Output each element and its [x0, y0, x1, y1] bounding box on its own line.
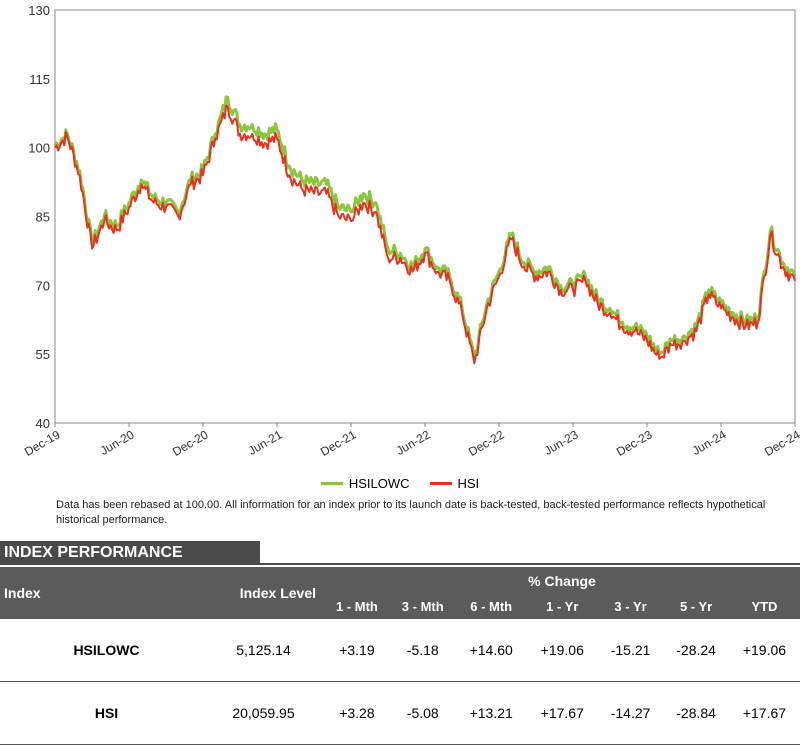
header-6-mth: 6 - Mth — [455, 594, 527, 619]
row-1-mth: +3.28 — [324, 681, 390, 745]
performance-table: Index Index Level % Change 1 - Mth 3 - M… — [0, 567, 800, 745]
row-index-level: 20,059.95 — [210, 681, 324, 745]
header-index: Index — [0, 567, 210, 619]
row-3-mth: -5.18 — [389, 619, 456, 682]
plot-area: 40 55 70 85 100 115 130 Dec-19 Jun-20 Dec-20 Jun-… — [22, 3, 800, 459]
table-row: HSI 20,059.95 +3.28 -5.08 +13.21 +17.67 … — [0, 681, 800, 745]
row-3-yr: -14.27 — [597, 681, 664, 745]
x-tick-label: Jun-21 — [246, 427, 285, 458]
row-index-name: HSI — [0, 681, 210, 745]
x-tick-label: Dec-22 — [466, 427, 507, 459]
x-tick-label: Dec-20 — [170, 427, 211, 459]
row-3-mth: -5.08 — [389, 681, 456, 745]
legend-item-hsilowc: HSILOWC — [320, 475, 410, 491]
x-tick-label: Dec-23 — [614, 427, 655, 459]
row-index-name: HSILOWC — [0, 619, 210, 682]
y-tick-label: 100 — [28, 141, 50, 156]
x-tick-label: Jun-23 — [542, 427, 581, 458]
section-divider — [0, 563, 800, 565]
row-3-yr: -15.21 — [597, 619, 664, 682]
legend-label-hsilowc: HSILOWC — [348, 475, 410, 491]
row-5-yr: -28.84 — [663, 681, 729, 745]
table-header-row: Index Index Level % Change — [0, 567, 800, 619]
row-6-mth: +14.60 — [455, 619, 527, 682]
row-ytd: +19.06 — [728, 619, 800, 682]
y-tick-label: 55 — [36, 347, 50, 362]
legend-swatch-hsilowc — [320, 481, 343, 485]
x-tick-label: Dec-19 — [22, 427, 63, 459]
y-tick-label: 70 — [36, 278, 50, 293]
header-ytd: YTD — [728, 594, 800, 619]
series-line-hsilowc — [53, 95, 797, 361]
row-5-yr: -28.24 — [663, 619, 729, 682]
row-index-level: 5,125.14 — [210, 619, 324, 682]
row-ytd: +17.67 — [728, 681, 800, 745]
rebase-note: Data has been rebased at 100.00. All inf… — [56, 499, 766, 526]
x-tick-label: Jun-22 — [394, 427, 433, 458]
series-line-hsi — [54, 104, 796, 365]
header-3-mth: 3 - Mth — [389, 594, 456, 619]
header-1-mth: 1 - Mth — [324, 594, 390, 619]
y-axis: 40 55 70 85 100 115 130 — [28, 3, 50, 431]
x-tick-label: Dec-21 — [318, 427, 359, 459]
row-1-yr: +17.67 — [526, 681, 598, 745]
row-1-yr: +19.06 — [526, 619, 598, 682]
line-chart: 40 55 70 85 100 115 130 Dec-19 Jun-20 Dec-20 Jun-… — [22, 3, 800, 459]
x-tick-label: Dec-24 — [762, 427, 800, 459]
series-layer — [53, 95, 797, 365]
header-3-yr: 3 - Yr — [597, 594, 664, 619]
y-tick-label: 115 — [29, 72, 50, 87]
x-axis: Dec-19 Jun-20 Dec-20 Jun-21 Dec-21 Jun-22 Dec-… — [22, 423, 800, 459]
table-row: HSILOWC 5,125.14 +3.19 -5.18 +14.60 +19.… — [0, 619, 800, 682]
y-tick-label: 40 — [36, 416, 50, 431]
legend-label-hsi: HSI — [457, 475, 480, 491]
row-1-mth: +3.19 — [324, 619, 390, 682]
header-index-level: Index Level — [210, 567, 324, 619]
table-subheader-row: 1 - Mth 3 - Mth 6 - Mth 1 - Yr 3 - Yr 5 … — [0, 594, 800, 619]
y-tick-label: 130 — [28, 3, 50, 18]
plot-frame — [54, 9, 796, 424]
chart-legend: HSILOWC HSI — [0, 474, 800, 492]
x-tick-label: Jun-24 — [690, 427, 729, 458]
legend-item-hsi: HSI — [429, 475, 480, 491]
row-6-mth: +13.21 — [455, 681, 527, 745]
header-5-yr: 5 - Yr — [663, 594, 729, 619]
x-tick-label: Jun-20 — [98, 427, 137, 458]
header-pct-change: % Change — [324, 567, 800, 595]
header-1-yr: 1 - Yr — [526, 594, 598, 619]
legend-swatch-hsi — [429, 481, 452, 485]
y-tick-label: 85 — [36, 210, 50, 225]
section-title: INDEX PERFORMANCE — [0, 541, 260, 565]
